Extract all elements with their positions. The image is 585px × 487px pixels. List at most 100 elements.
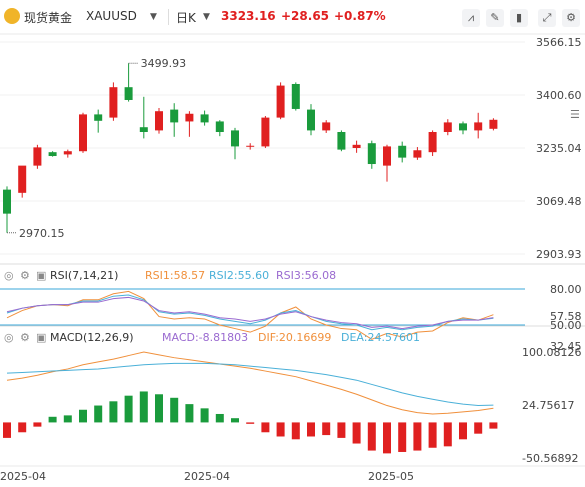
candle-30 [459,121,467,135]
eye-icon[interactable]: ◎ [4,269,14,282]
macd-bar-13 [200,408,209,423]
fullscreen-icon[interactable]: ⤢ [538,9,556,27]
gear-icon[interactable]: ⚙ [20,269,30,282]
macd-bar-7 [109,401,118,423]
candle-body-20 [307,109,315,131]
period-selector[interactable]: 日K [176,11,196,25]
macd-bar-29 [443,422,452,447]
line-chart-icon[interactable]: ⩘ [462,9,480,27]
candle-24 [367,140,376,169]
candle-20 [307,104,315,136]
y-tick-macd-0: 100.08126 [522,346,582,359]
macd-eye-icon[interactable]: ◎ [4,331,14,344]
candle-body-15 [231,130,239,147]
macd-bar-27 [413,422,422,451]
candle-17 [261,115,270,149]
macd-bar-28 [428,422,437,448]
candle-body-18 [276,85,285,118]
candle-body-6 [94,114,103,121]
macd-bar-17 [261,422,270,433]
candle-18 [276,82,285,120]
candle-body-29 [443,122,452,133]
rsi2-value: RSI2:55.60 [209,269,269,282]
rsi-layer [0,288,525,340]
rsi1-value: RSI1:58.57 [145,269,205,282]
settings-square-icon[interactable]: ▣ [36,269,46,282]
macd-gear-icon[interactable]: ⚙ [20,331,30,344]
price-change: +28.65 [281,9,330,23]
gold-coin-icon [4,8,20,24]
candle-body-16 [246,145,255,147]
candle-23 [352,140,361,153]
period-chevron-down-icon[interactable]: ▼ [203,12,210,22]
x-label-1: 2025-04 [0,470,46,483]
rsi-line-rsi2 [6,294,494,331]
candle-body-17 [261,117,270,147]
candle-body-28 [428,132,437,153]
candle-21 [322,120,331,133]
candle-body-5 [79,114,87,152]
price-change-percent: +0.87% [334,9,386,23]
candle-32 [489,118,498,131]
candle-26 [398,141,407,163]
settings-icon[interactable]: ⚙ [562,9,580,27]
dea-value: DEA:24.57601 [341,331,420,344]
macd-settings-square-icon[interactable]: ▣ [36,331,46,344]
macd-bar-10 [155,394,163,423]
y-tick-main-3: 3069.48 [536,195,582,208]
macd-value: MACD:-8.81803 [162,331,248,344]
macd-bar-2 [33,422,42,427]
macd-bar-8 [124,395,133,423]
rsi-line-rsi3 [6,296,494,330]
symbol-code[interactable]: XAUUSD [86,9,137,23]
candle-3 [48,151,57,157]
chevron-down-icon[interactable]: ▼ [150,12,157,22]
candle-29 [443,119,452,136]
candle-6 [94,109,103,133]
candle-28 [428,130,437,157]
macd-bar-9 [139,391,148,423]
candle-body-3 [48,152,57,157]
candle-body-12 [185,113,194,122]
rsi-line-rsi1 [6,290,494,340]
candle-body-9 [139,127,148,133]
macd-bar-11 [170,397,179,423]
candle-25 [383,144,391,182]
candle-body-21 [322,122,331,131]
dif-value: DIF:20.16699 [258,331,331,344]
macd-bar-1 [18,422,27,433]
axes-layer: 3566.15 3400.60 3235.04 3069.48 2903.93 3499.… [7,36,582,465]
candle-15 [231,127,239,160]
candle-body-24 [367,143,376,165]
candle-8 [124,63,133,102]
x-label-3: 2025-05 [368,470,414,483]
candle-27 [413,147,422,160]
candle-body-22 [337,132,346,150]
macd-bar-20 [307,422,315,437]
macd-bar-4 [63,415,72,423]
macd-label: MACD(12,26,9) [50,331,134,344]
candle-7 [109,82,118,121]
macd-bar-24 [367,422,376,451]
candle-body-2 [33,147,42,166]
annotation-1: 2970.15 [19,227,65,240]
last-price: 3323.16 [221,9,276,23]
draw-icon[interactable]: ✎ [486,9,504,27]
candle-12 [185,111,194,137]
candle-body-7 [109,87,118,118]
macd-bar-19 [291,422,300,440]
macd-legend: ◎ ⚙ ▣ MACD(12,26,9) MACD:-8.81803 DIF:20… [4,331,420,344]
macd-bar-26 [398,422,407,452]
candle-11 [170,103,179,137]
candle-body-1 [18,165,27,193]
candle-body-10 [155,111,163,131]
macd-bar-3 [48,416,57,423]
candle-body-19 [291,83,300,109]
candle-31 [474,112,483,139]
candle-body-13 [200,114,209,123]
sidebar-toggle-icon[interactable]: ☰ [570,108,580,121]
candle-style-icon[interactable]: ▮ [510,9,528,27]
candle-body-27 [413,150,422,158]
y-tick-main-2: 3235.04 [536,142,582,155]
